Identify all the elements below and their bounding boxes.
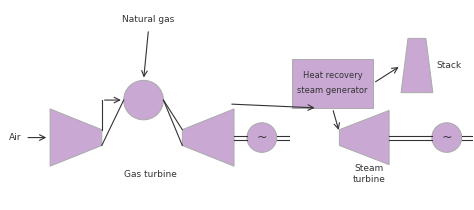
Circle shape xyxy=(124,80,164,120)
Text: Heat recovery: Heat recovery xyxy=(302,71,362,80)
Circle shape xyxy=(432,123,462,152)
Text: ~: ~ xyxy=(256,131,267,144)
Text: ~: ~ xyxy=(441,131,452,144)
Circle shape xyxy=(247,123,277,152)
Bar xyxy=(292,59,373,108)
Polygon shape xyxy=(339,110,389,165)
Polygon shape xyxy=(182,109,234,166)
Text: Natural gas: Natural gas xyxy=(122,15,174,24)
Polygon shape xyxy=(50,109,102,166)
Polygon shape xyxy=(401,38,433,93)
Text: steam generator: steam generator xyxy=(297,86,368,95)
Text: Gas turbine: Gas turbine xyxy=(124,169,177,178)
Text: Stack: Stack xyxy=(437,61,462,70)
Text: Air: Air xyxy=(9,133,22,142)
Text: Steam
turbine: Steam turbine xyxy=(353,164,386,184)
